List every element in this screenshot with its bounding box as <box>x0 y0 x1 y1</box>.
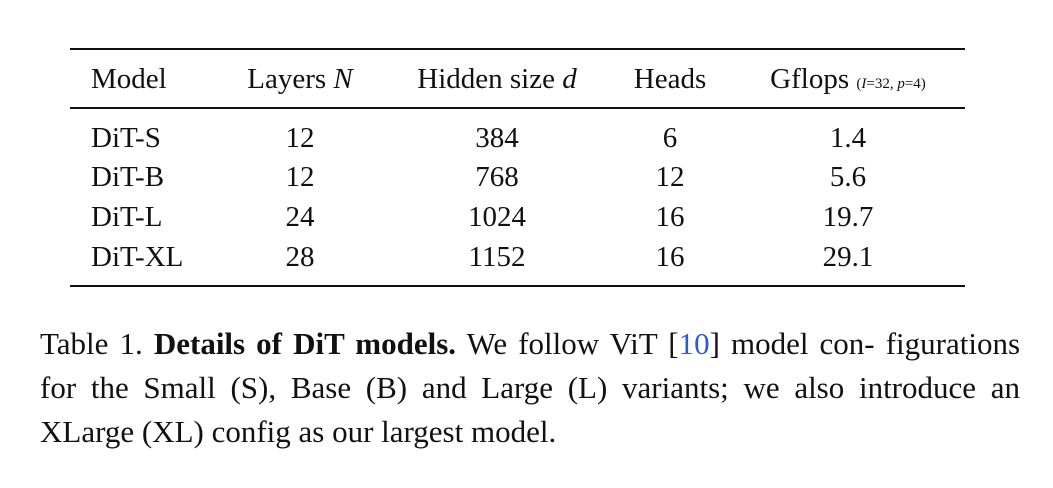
header-gflops-note: (I=32, p=4) <box>856 76 926 92</box>
cell-model: DiT-L <box>91 201 163 233</box>
cell-layers: 12 <box>285 122 315 154</box>
table-top-rule <box>70 48 965 50</box>
cell-layers: 12 <box>285 161 315 193</box>
cell-model: DiT-XL <box>91 241 184 273</box>
caption-label: Table 1. <box>40 326 143 361</box>
cell-gflops: 1.4 <box>829 122 867 154</box>
header-hidden-label: Hidden size <box>417 63 555 95</box>
citation-link[interactable]: 10 <box>678 326 710 361</box>
cell-hidden: 384 <box>475 122 519 154</box>
table-bottom-rule <box>70 285 965 287</box>
cell-hidden: 1024 <box>468 201 526 233</box>
header-model: Model <box>91 63 167 95</box>
cell-model: DiT-S <box>91 122 161 154</box>
header-hidden-size: Hidden size d <box>417 62 576 96</box>
header-layers-symbol: N <box>333 63 353 95</box>
cell-layers: 28 <box>285 241 315 273</box>
header-layers: Layers N <box>247 62 353 96</box>
cell-gflops: 19.7 <box>822 201 874 233</box>
cell-layers: 24 <box>285 201 315 233</box>
caption-title: Details of DiT models. <box>153 326 457 361</box>
header-layers-label: Layers <box>247 63 327 95</box>
header-gflops-label: Gflops <box>770 63 850 95</box>
caption-text-a: We follow ViT [ <box>466 326 679 361</box>
table-caption: Table 1. Details of DiT models. We follo… <box>40 322 1020 454</box>
header-heads: Heads <box>633 63 707 95</box>
cell-gflops: 29.1 <box>822 241 874 273</box>
header-hidden-symbol: d <box>562 63 577 95</box>
cell-gflops: 5.6 <box>829 161 867 193</box>
cell-model: DiT-B <box>91 161 165 193</box>
cell-hidden: 768 <box>475 161 519 193</box>
table-mid-rule <box>70 107 965 109</box>
cell-heads: 16 <box>655 201 685 233</box>
cell-heads: 16 <box>655 241 685 273</box>
cell-heads: 6 <box>662 122 678 154</box>
cell-heads: 12 <box>655 161 685 193</box>
cell-hidden: 1152 <box>468 241 526 273</box>
caption-text-b: ] model con- figurations for the Small (… <box>40 326 1021 449</box>
header-gflops: Gflops (I=32, p=4) <box>770 62 926 101</box>
